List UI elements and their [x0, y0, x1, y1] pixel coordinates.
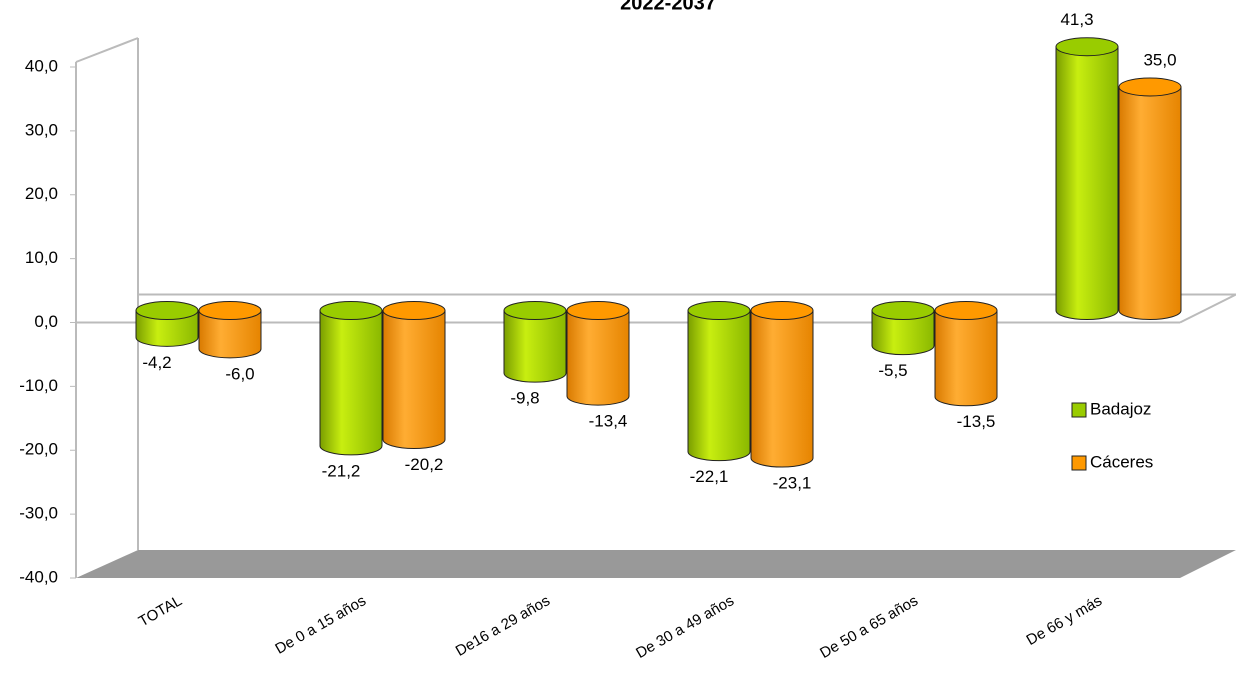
back-wall-top: [75, 37, 139, 63]
x-tick-label: De 66 y más: [1024, 592, 1105, 649]
x-tick-label: De 0 a 15 años: [272, 592, 369, 658]
value-label: -6,0: [225, 364, 254, 383]
bar-top: [319, 301, 383, 320]
bar: [750, 310, 814, 468]
x-tick-label: De 50 a 65 años: [817, 592, 921, 662]
value-label: 41,3: [1060, 10, 1093, 29]
bar-top: [750, 301, 814, 320]
y-tick-label: 40,0: [25, 56, 58, 75]
legend-label: Cáceres: [1090, 452, 1153, 471]
value-label: -13,4: [589, 412, 628, 431]
value-label: 35,0: [1143, 50, 1176, 69]
bar-top: [135, 301, 199, 320]
legend-swatch: [1071, 455, 1087, 471]
bar: [382, 310, 446, 450]
x-tick-label: TOTAL: [136, 592, 185, 630]
y-tick-label: 20,0: [25, 184, 58, 203]
value-label: -4,2: [142, 353, 171, 372]
bar: [1118, 86, 1182, 320]
x-tick-label: De16 a 29 años: [453, 592, 553, 660]
bar-top: [934, 301, 998, 320]
bar: [503, 310, 567, 383]
y-tick-label: -30,0: [19, 504, 58, 523]
value-label: -20,2: [405, 455, 444, 474]
bar: [934, 310, 998, 407]
bar-top: [566, 301, 630, 320]
bar: [198, 310, 262, 359]
bar-top: [503, 301, 567, 320]
bar: [566, 310, 630, 406]
x-tick-label: De 30 a 49 años: [633, 592, 737, 662]
y-tick-label: 30,0: [25, 120, 58, 139]
legend-swatch: [1071, 402, 1087, 418]
chart-title: 2022-2037: [620, 0, 716, 14]
y-tick-label: -10,0: [19, 376, 58, 395]
value-label: -23,1: [773, 474, 812, 493]
bar-top: [871, 301, 935, 320]
bar: [871, 310, 935, 356]
bar-top: [687, 301, 751, 320]
bar: [687, 310, 751, 462]
floor: [76, 550, 1236, 578]
value-label: -21,2: [322, 461, 361, 480]
bar-top: [198, 301, 262, 320]
value-label: -5,5: [878, 361, 907, 380]
y-tick-label: 0,0: [34, 312, 58, 331]
value-label: -22,1: [690, 467, 729, 486]
legend-label: Badajoz: [1090, 399, 1151, 418]
zero-line-side: [1179, 293, 1236, 324]
y-tick-label: 10,0: [25, 248, 58, 267]
bar-top: [1118, 77, 1182, 97]
value-label: -13,5: [957, 412, 996, 431]
bar: [319, 310, 383, 456]
bar: [1055, 46, 1119, 320]
value-label: -9,8: [510, 389, 539, 408]
bar-top: [382, 301, 446, 320]
y-tick-label: -40,0: [19, 567, 58, 586]
bar: [135, 310, 199, 347]
y-tick-label: -20,0: [19, 440, 58, 459]
bar-top: [1055, 37, 1119, 57]
